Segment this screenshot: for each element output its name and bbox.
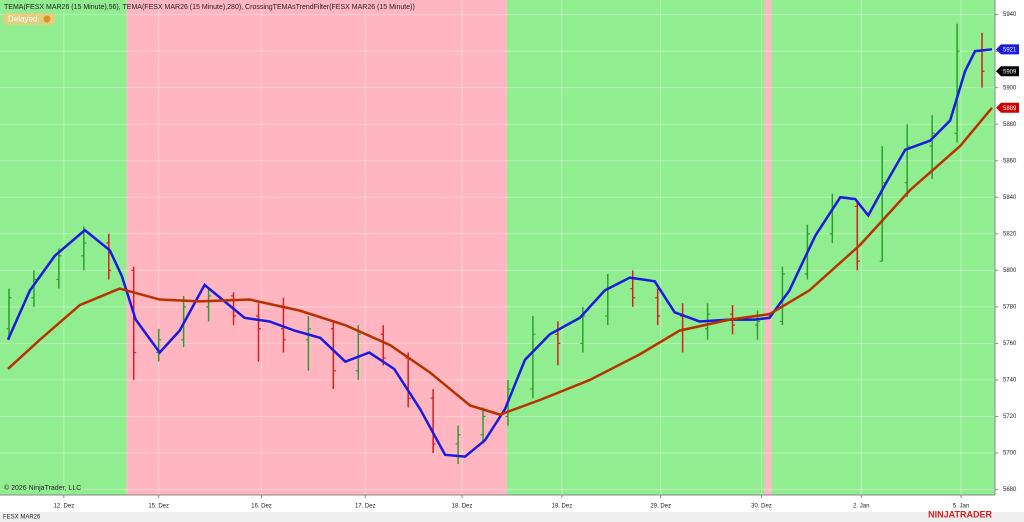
x-tick-label: 17. Dez: [355, 504, 376, 510]
footer-bar: [0, 512, 1024, 522]
status-text: Delayed: [8, 15, 37, 24]
x-tick-label: 18. Dez: [452, 504, 473, 510]
trend-region: [506, 0, 765, 495]
x-tick-label: 2. Jan: [853, 504, 869, 510]
y-tick-label: 5700: [1003, 451, 1017, 457]
y-tick-label: 5900: [1003, 85, 1017, 91]
instrument-label: FESX MAR26: [3, 515, 41, 521]
x-tick-label: 16. Dez: [251, 504, 272, 510]
price-marker: [996, 66, 1019, 77]
x-tick-label: 29. Dez: [650, 504, 671, 510]
y-tick-label: 5880: [1003, 122, 1017, 128]
y-tick-label: 5940: [1003, 12, 1017, 18]
marks-layer: [6, 23, 993, 464]
y-tick-label: 5860: [1003, 158, 1017, 164]
y-tick-label: 5740: [1003, 378, 1017, 384]
indicator-line: [7, 106, 993, 416]
y-tick-label: 5800: [1003, 268, 1017, 274]
y-tick-label: 5720: [1003, 414, 1017, 420]
trend-region: [764, 0, 772, 495]
x-tick-label: 19. Dez: [552, 504, 573, 510]
copyright: © 2026 NinjaTrader, LLC: [4, 484, 81, 492]
y-tick-label: 5780: [1003, 304, 1017, 310]
x-tick-label: 30. Dez: [751, 504, 772, 510]
price-marker-label: 5909: [1003, 69, 1017, 75]
axes-layer: 5680 5700 5720 5740 5760 5780 5800 5820 5840 5860…: [0, 0, 1019, 510]
indicator-legend: TEMA(FESX MAR26 (15 Minute),56), TEMA(FE…: [4, 4, 415, 11]
status-icon: [43, 15, 51, 23]
price-marker: [996, 102, 1019, 113]
indicator-line: [6, 48, 993, 458]
y-tick-label: 5680: [1003, 487, 1017, 493]
trend-region: [126, 0, 507, 495]
price-marker-label: 5889: [1003, 106, 1017, 112]
y-tick-label: 5760: [1003, 341, 1017, 347]
y-tick-label: 5840: [1003, 195, 1017, 201]
x-tick-label: 5. Jan: [953, 504, 969, 510]
x-tick-label: 12. Dez: [54, 504, 75, 510]
price-marker: [996, 44, 1019, 55]
grid-layer: [63, 0, 962, 495]
status-badge: [3, 13, 55, 25]
x-tick-label: 15. Dez: [148, 504, 169, 510]
y-tick-label: 5820: [1003, 231, 1017, 237]
price-marker-label: 5921: [1003, 47, 1017, 53]
brand-logo: NINJATRADER: [928, 509, 992, 519]
